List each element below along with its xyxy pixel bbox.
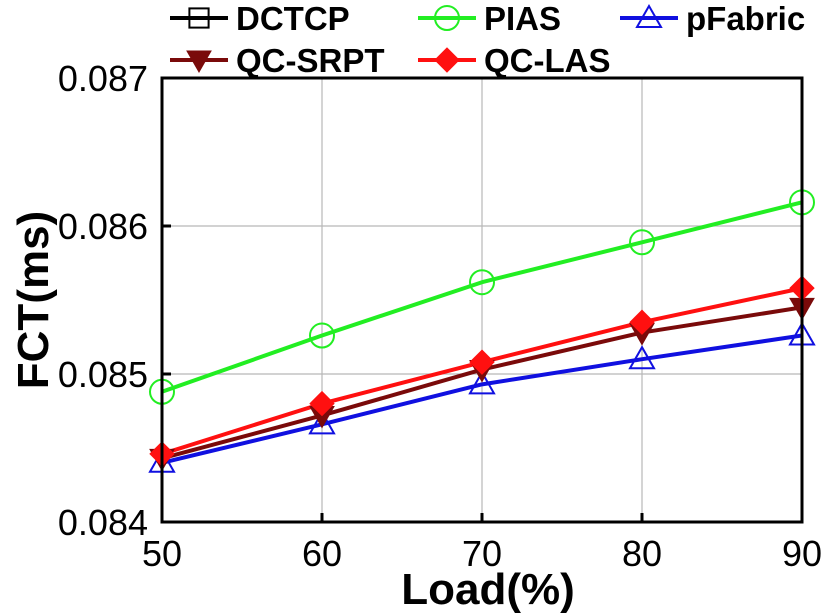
series-line-pfabric xyxy=(162,333,802,465)
y-tick-label: 0.085 xyxy=(58,354,148,395)
legend-label-pfabric: pFabric xyxy=(686,0,805,37)
x-tick-label: 50 xyxy=(142,533,182,574)
legend-item-qc-las: QC-LAS xyxy=(418,42,611,79)
data-point-pias xyxy=(629,229,655,256)
legend-label-qc-srpt: QC-SRPT xyxy=(236,42,385,79)
legend-label-pias: PIAS xyxy=(484,0,561,37)
legend: DCTCP PIAS pFabric QC-SRPT QC-LAS xyxy=(170,0,805,79)
legend-marker-qc-srpt xyxy=(186,50,212,74)
x-tick-label: 70 xyxy=(462,533,502,574)
series-line-pias xyxy=(162,200,802,394)
data-point-qc-las xyxy=(629,309,655,335)
grid-lines xyxy=(161,77,803,523)
x-tick-label: 90 xyxy=(782,533,822,574)
legend-marker-qc-las xyxy=(434,47,460,73)
legend-marker-dctcp xyxy=(188,7,210,29)
y-axis-title: FCT(ms) xyxy=(9,211,58,389)
x-axis-title: Load(%) xyxy=(401,565,575,613)
legend-item-pias: PIAS xyxy=(418,0,561,37)
data-point-pias xyxy=(469,269,495,296)
data-point-pias xyxy=(309,322,335,349)
y-tick-label: 0.087 xyxy=(58,58,148,99)
data-point-pfabric xyxy=(308,410,336,435)
data-point-qc-las xyxy=(309,390,335,417)
legend-label-dctcp: DCTCP xyxy=(236,0,350,37)
data-point-qc-las xyxy=(469,349,495,375)
data-point-pfabric xyxy=(468,370,496,395)
x-tick-label: 80 xyxy=(622,533,662,574)
legend-marker-pfabric xyxy=(635,3,663,28)
legend-marker-pias xyxy=(434,5,460,31)
axis-ticks: 50 60 70 80 90 0.084 0.085 0.086 0.087 xyxy=(58,58,822,574)
legend-item-pfabric: pFabric xyxy=(620,0,805,37)
x-tick-label: 60 xyxy=(302,533,342,574)
legend-label-qc-las: QC-LAS xyxy=(484,42,611,79)
y-tick-label: 0.086 xyxy=(58,206,148,247)
legend-item-dctcp: DCTCP xyxy=(170,0,350,37)
data-point-pfabric xyxy=(628,345,656,370)
y-tick-label: 0.084 xyxy=(58,502,148,543)
legend-item-qc-srpt: QC-SRPT xyxy=(170,42,385,79)
